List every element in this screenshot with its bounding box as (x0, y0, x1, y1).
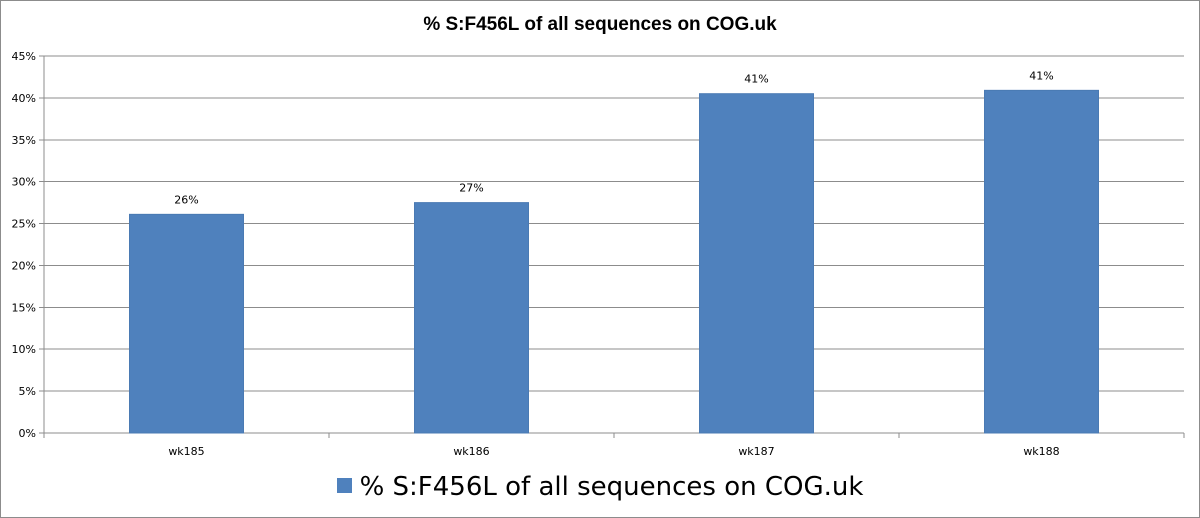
x-tick-label: wk187 (738, 445, 774, 458)
data-label: 41% (1029, 69, 1053, 82)
y-tick-label: 35% (12, 134, 36, 147)
data-label: 26% (174, 193, 198, 206)
y-tick-label: 20% (12, 259, 36, 272)
bar (414, 202, 529, 434)
y-tick-label: 40% (12, 92, 36, 105)
x-tick-label: wk185 (168, 445, 204, 458)
bar (129, 213, 244, 434)
legend-swatch (336, 478, 352, 493)
x-tick-label: wk188 (1023, 445, 1059, 458)
legend-label: % S:F456L of all sequences on COG.uk (359, 472, 864, 502)
chart-title: % S:F456L of all sequences on COG.uk (423, 14, 777, 35)
x-tick-label: wk186 (453, 445, 489, 458)
bar (984, 89, 1099, 434)
bar (699, 93, 814, 434)
data-label: 41% (744, 73, 768, 86)
y-tick-label: 5% (19, 385, 36, 398)
y-tick-label: 25% (12, 218, 36, 231)
legend: % S:F456L of all sequences on COG.uk (0, 472, 1200, 502)
y-tick-label: 0% (19, 427, 36, 440)
data-label: 27% (459, 182, 483, 195)
y-tick-label: 45% (12, 50, 36, 63)
y-tick-label: 30% (12, 176, 36, 189)
y-tick-label: 10% (12, 343, 36, 356)
y-tick-label: 15% (12, 301, 36, 314)
